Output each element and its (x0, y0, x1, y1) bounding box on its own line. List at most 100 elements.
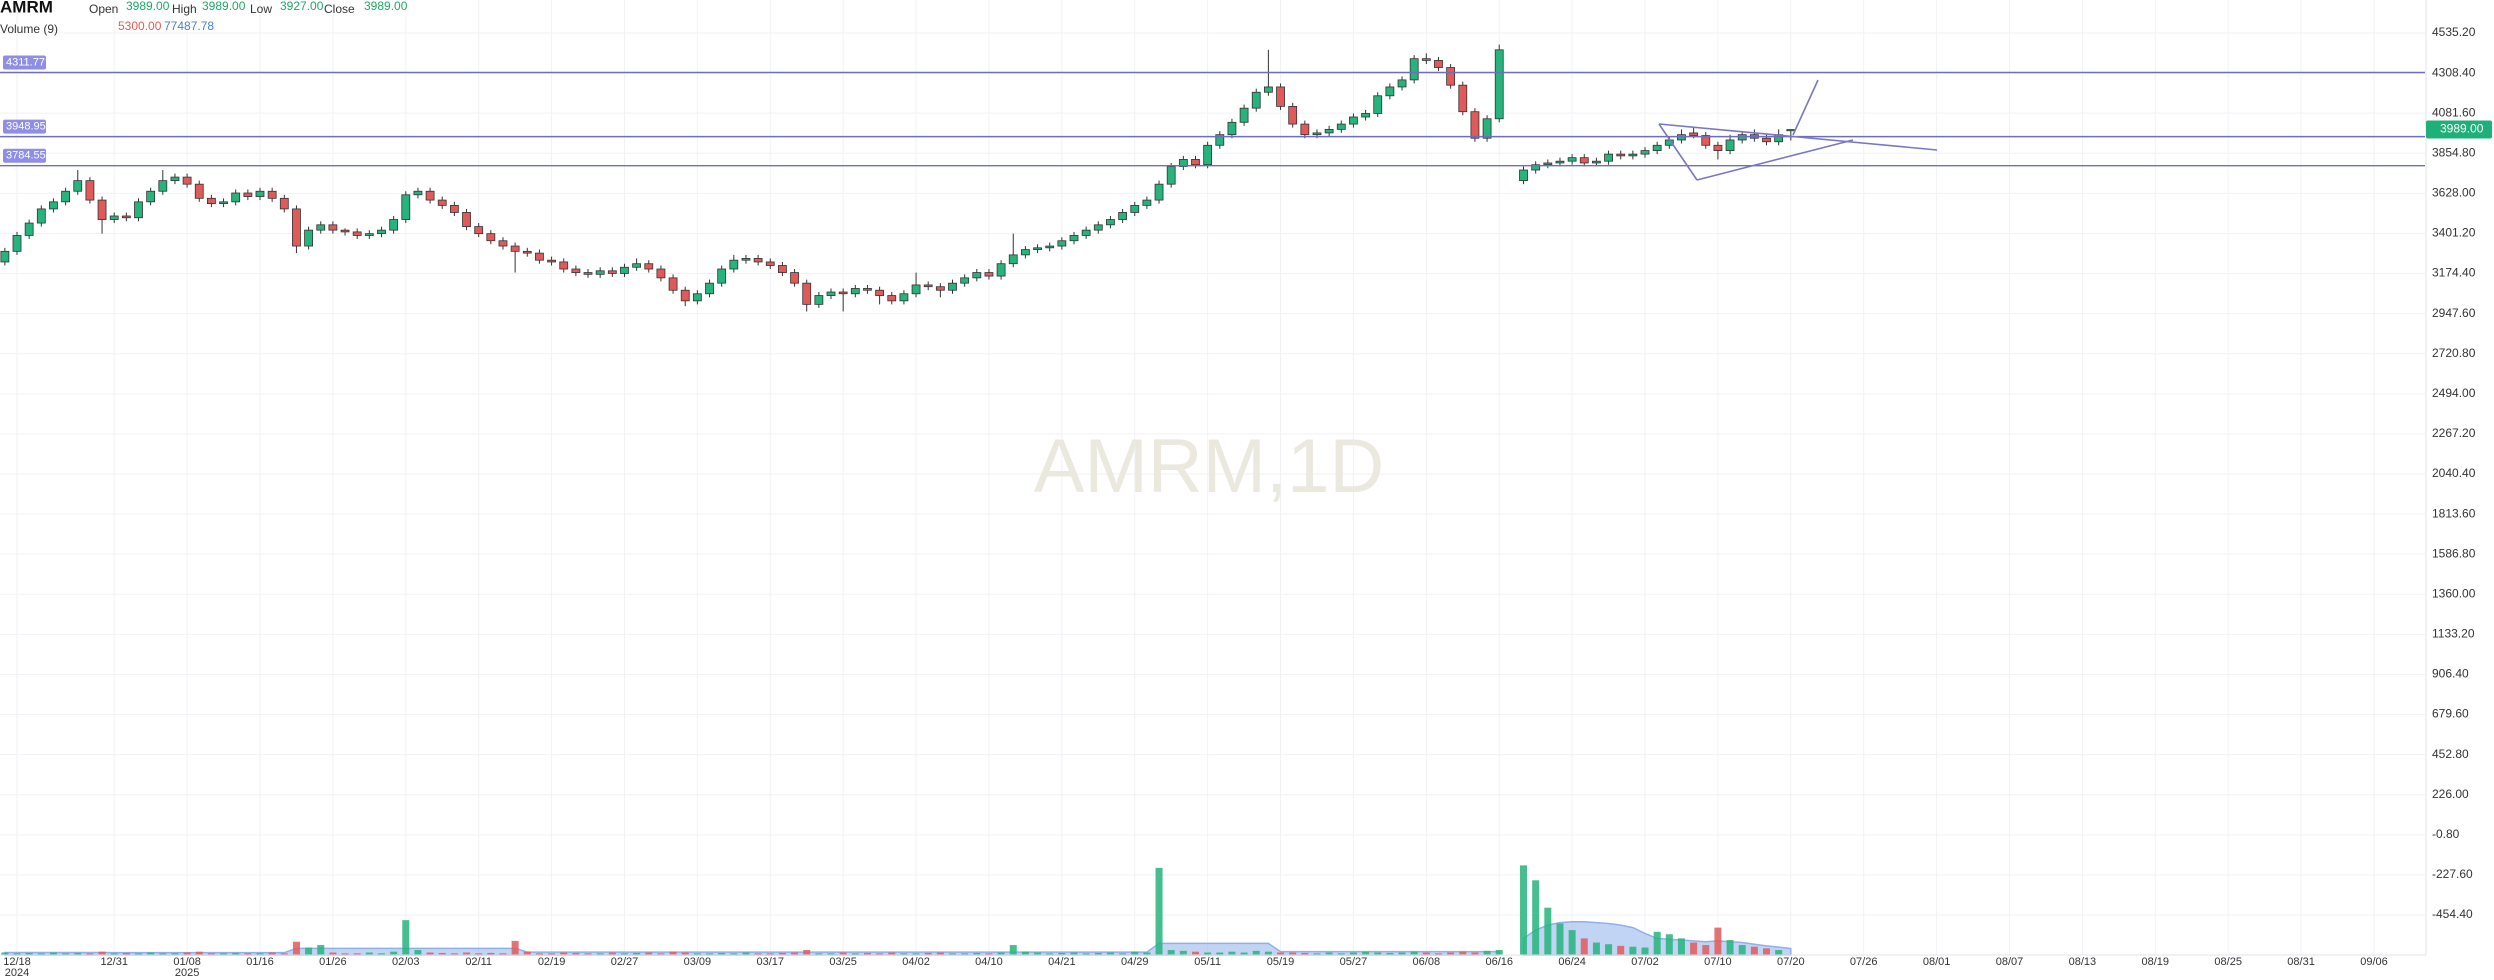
volume-bar (936, 952, 944, 955)
volume-bar (110, 953, 118, 955)
candle-body (1470, 111, 1480, 139)
high-label: High (172, 2, 197, 16)
last-price-marker (2426, 120, 2492, 139)
open-label: Open (89, 2, 118, 16)
x-tick-label: 08/07 (1996, 956, 2024, 968)
candle-body (498, 240, 508, 247)
trendline (1658, 123, 1938, 151)
candle-body (1494, 49, 1504, 120)
volume-bar (329, 952, 337, 955)
x-tick-label: 08/01 (1923, 956, 1951, 968)
x-tick-label: 06/08 (1413, 956, 1441, 968)
header: AMRM Open 3989.00 High 3989.00 Low 3927.… (0, 0, 408, 36)
volume-bar (414, 950, 422, 955)
x-tick-label: 03/09 (684, 956, 712, 968)
volume-bar (985, 953, 993, 955)
volume-bar (863, 952, 871, 955)
volume-bar (1046, 953, 1054, 955)
candle-body (1458, 84, 1468, 113)
candle-body (340, 229, 350, 233)
candle-body (1239, 107, 1249, 123)
candle-body (425, 190, 435, 201)
y-tick-label: -227.60 (2432, 867, 2473, 881)
candle-body (656, 268, 666, 279)
volume-bar (232, 952, 240, 955)
symbol: AMRM (0, 0, 53, 16)
candle-body (377, 229, 386, 235)
volume-bar (791, 952, 799, 955)
candle-body (121, 215, 131, 219)
candle-body (948, 282, 957, 291)
volume-bar (353, 953, 361, 955)
axes: 4535.20 4308.40 4081.60 3854.80 3628.00 3401.… (3, 25, 2492, 979)
volume-bar (1119, 953, 1127, 955)
y-tick-label: 1360.00 (2432, 586, 2476, 600)
x-tick-label: 01/16 (246, 956, 274, 968)
volume-bar (426, 952, 434, 955)
volume-bar (1264, 951, 1272, 955)
candle-body (1349, 116, 1358, 125)
volume-bar (1617, 945, 1625, 955)
volume-bar (1228, 951, 1236, 955)
y-tick-label: 2040.40 (2432, 466, 2476, 480)
volume-bar (1556, 923, 1564, 955)
candle-body (1045, 245, 1055, 249)
volume-bar (1483, 950, 1491, 955)
volume-bar (693, 953, 701, 955)
candle-body (1531, 164, 1541, 171)
candle-body (1021, 249, 1030, 256)
volume-bar (122, 952, 130, 955)
volume-bar (1337, 953, 1345, 955)
x-tick-label: 04/29 (1121, 956, 1149, 968)
volume-bar (256, 953, 264, 955)
candle-body (1057, 240, 1067, 247)
level-label: 3948.95 (6, 121, 46, 133)
candle-body (826, 291, 836, 296)
x-tick-label: 07/26 (1850, 956, 1878, 968)
volume-bar (1216, 952, 1224, 955)
low-label: Low (250, 2, 272, 16)
volume-bar (220, 953, 228, 955)
candle-body (1786, 129, 1796, 132)
candle-body (1203, 144, 1213, 166)
volume-bar (268, 952, 276, 955)
volume-bar (1495, 950, 1503, 955)
candle-body (1361, 113, 1370, 118)
candle-body (474, 226, 484, 235)
candle-body (1519, 169, 1528, 182)
volume-bar (450, 953, 458, 955)
volume-bar (1520, 865, 1528, 955)
candle-body (1142, 199, 1152, 206)
candle-body (170, 176, 180, 182)
volume-bar (997, 952, 1005, 955)
candle-body (899, 293, 909, 302)
candle-body (1276, 86, 1285, 107)
volume-bar (1726, 940, 1734, 955)
y-tick-label: 2267.20 (2432, 426, 2476, 440)
volume-bar (438, 952, 446, 955)
volume-bar (1252, 950, 1260, 955)
volume-bar (1386, 952, 1394, 955)
candle-body (632, 263, 642, 268)
volume-bar (49, 952, 57, 955)
candle-body (352, 231, 362, 236)
grid (0, 0, 2425, 955)
candle-body (1166, 166, 1176, 185)
candle-body (935, 286, 945, 291)
volume-bar (535, 953, 543, 955)
candle-body (49, 201, 58, 210)
y-tick-label: 679.60 (2432, 707, 2469, 721)
x-tick-label: 06/16 (1485, 956, 1513, 968)
close-label: Close (324, 2, 355, 16)
candle-body (911, 284, 921, 295)
volume-bar (499, 953, 507, 955)
volume-bar (1082, 953, 1090, 955)
volume-bar (742, 952, 750, 955)
candle-body (255, 190, 265, 197)
x-tick-label: 04/10 (975, 956, 1003, 968)
candle-body (243, 192, 253, 197)
candle-body (158, 180, 168, 192)
level-label-bg (3, 148, 46, 163)
candle-body (1008, 254, 1018, 265)
candle-body (1093, 224, 1103, 231)
